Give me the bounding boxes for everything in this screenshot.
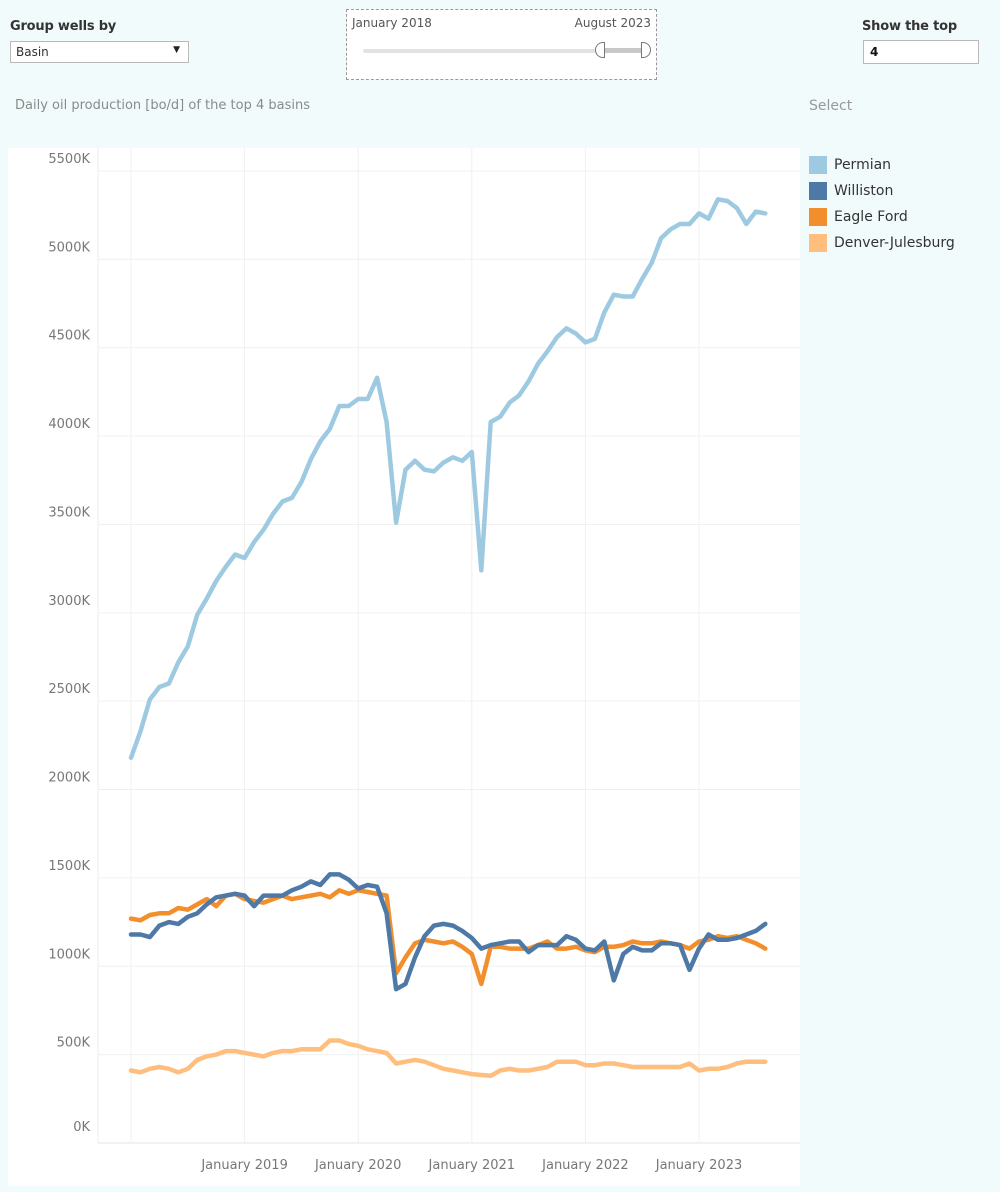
y-tick-label: 3000K: [48, 594, 90, 609]
top-n-input[interactable]: 4: [863, 40, 979, 64]
legend-swatch: [809, 182, 827, 200]
chart-panel: 0K 500K 1000K 1500K 2000K 2500K 3000K 3500K 4000…: [8, 148, 800, 1186]
slider-start-handle[interactable]: [595, 42, 605, 58]
legend-label: Williston: [834, 183, 894, 199]
line-chart: 0K 500K 1000K 1500K 2000K 2500K 3000K 3500K 4000…: [48, 148, 800, 1173]
x-tick-label: January 2023: [655, 1158, 743, 1173]
legend-title: Select: [809, 98, 853, 114]
series-line-permian: [128, 197, 768, 760]
y-tick-label: 5500K: [48, 152, 90, 167]
date-range-start-label: January 2018: [352, 16, 432, 30]
y-tick-label: 2500K: [48, 682, 90, 697]
chart-subtitle: Daily oil production [bo/d] of the top 4…: [15, 98, 310, 113]
y-tick-label: 4000K: [48, 417, 90, 432]
y-tick-label: 500K: [57, 1036, 91, 1051]
date-range-slider[interactable]: January 2018 August 2023: [346, 9, 657, 80]
date-range-end-label: August 2023: [574, 16, 651, 30]
y-tick-label: 1000K: [48, 947, 90, 962]
series-line-williston: [128, 872, 768, 992]
series-line-eagle-ford: [128, 888, 768, 987]
y-tick-label: 4500K: [48, 329, 90, 344]
series-line-denver-julesburg: [128, 1038, 768, 1079]
group-by-label: Group wells by: [10, 19, 117, 34]
x-tick-label: January 2022: [541, 1158, 629, 1173]
group-by-value: Basin: [16, 45, 49, 59]
legend: Permian Williston Eagle Ford Denver-Julesbu…: [809, 152, 955, 256]
y-tick-label: 0K: [73, 1120, 90, 1135]
slider-end-handle[interactable]: [641, 42, 651, 58]
y-tick-label: 5000K: [48, 240, 90, 255]
slider-track[interactable]: [363, 49, 647, 53]
legend-label: Permian: [834, 157, 892, 173]
legend-item-williston[interactable]: Williston: [809, 178, 955, 204]
legend-swatch: [809, 156, 827, 174]
y-tick-label: 1500K: [48, 859, 90, 874]
legend-item-eagle-ford[interactable]: Eagle Ford: [809, 204, 955, 230]
y-tick-label: 3500K: [48, 505, 90, 520]
y-tick-label: 2000K: [48, 771, 90, 786]
x-tick-label: January 2019: [200, 1158, 288, 1173]
legend-swatch: [809, 208, 827, 226]
legend-item-permian[interactable]: Permian: [809, 152, 955, 178]
legend-item-denver-julesburg[interactable]: Denver-Julesburg: [809, 230, 955, 256]
x-tick-label: January 2021: [428, 1158, 516, 1173]
legend-label: Eagle Ford: [834, 209, 908, 225]
legend-swatch: [809, 234, 827, 252]
top-n-label: Show the top: [862, 19, 957, 34]
group-by-dropdown[interactable]: Basin ▼: [10, 41, 189, 63]
x-tick-label: January 2020: [314, 1158, 402, 1173]
slider-selected-range: [601, 48, 647, 53]
legend-label: Denver-Julesburg: [834, 235, 955, 251]
chevron-down-icon: ▼: [173, 45, 180, 55]
